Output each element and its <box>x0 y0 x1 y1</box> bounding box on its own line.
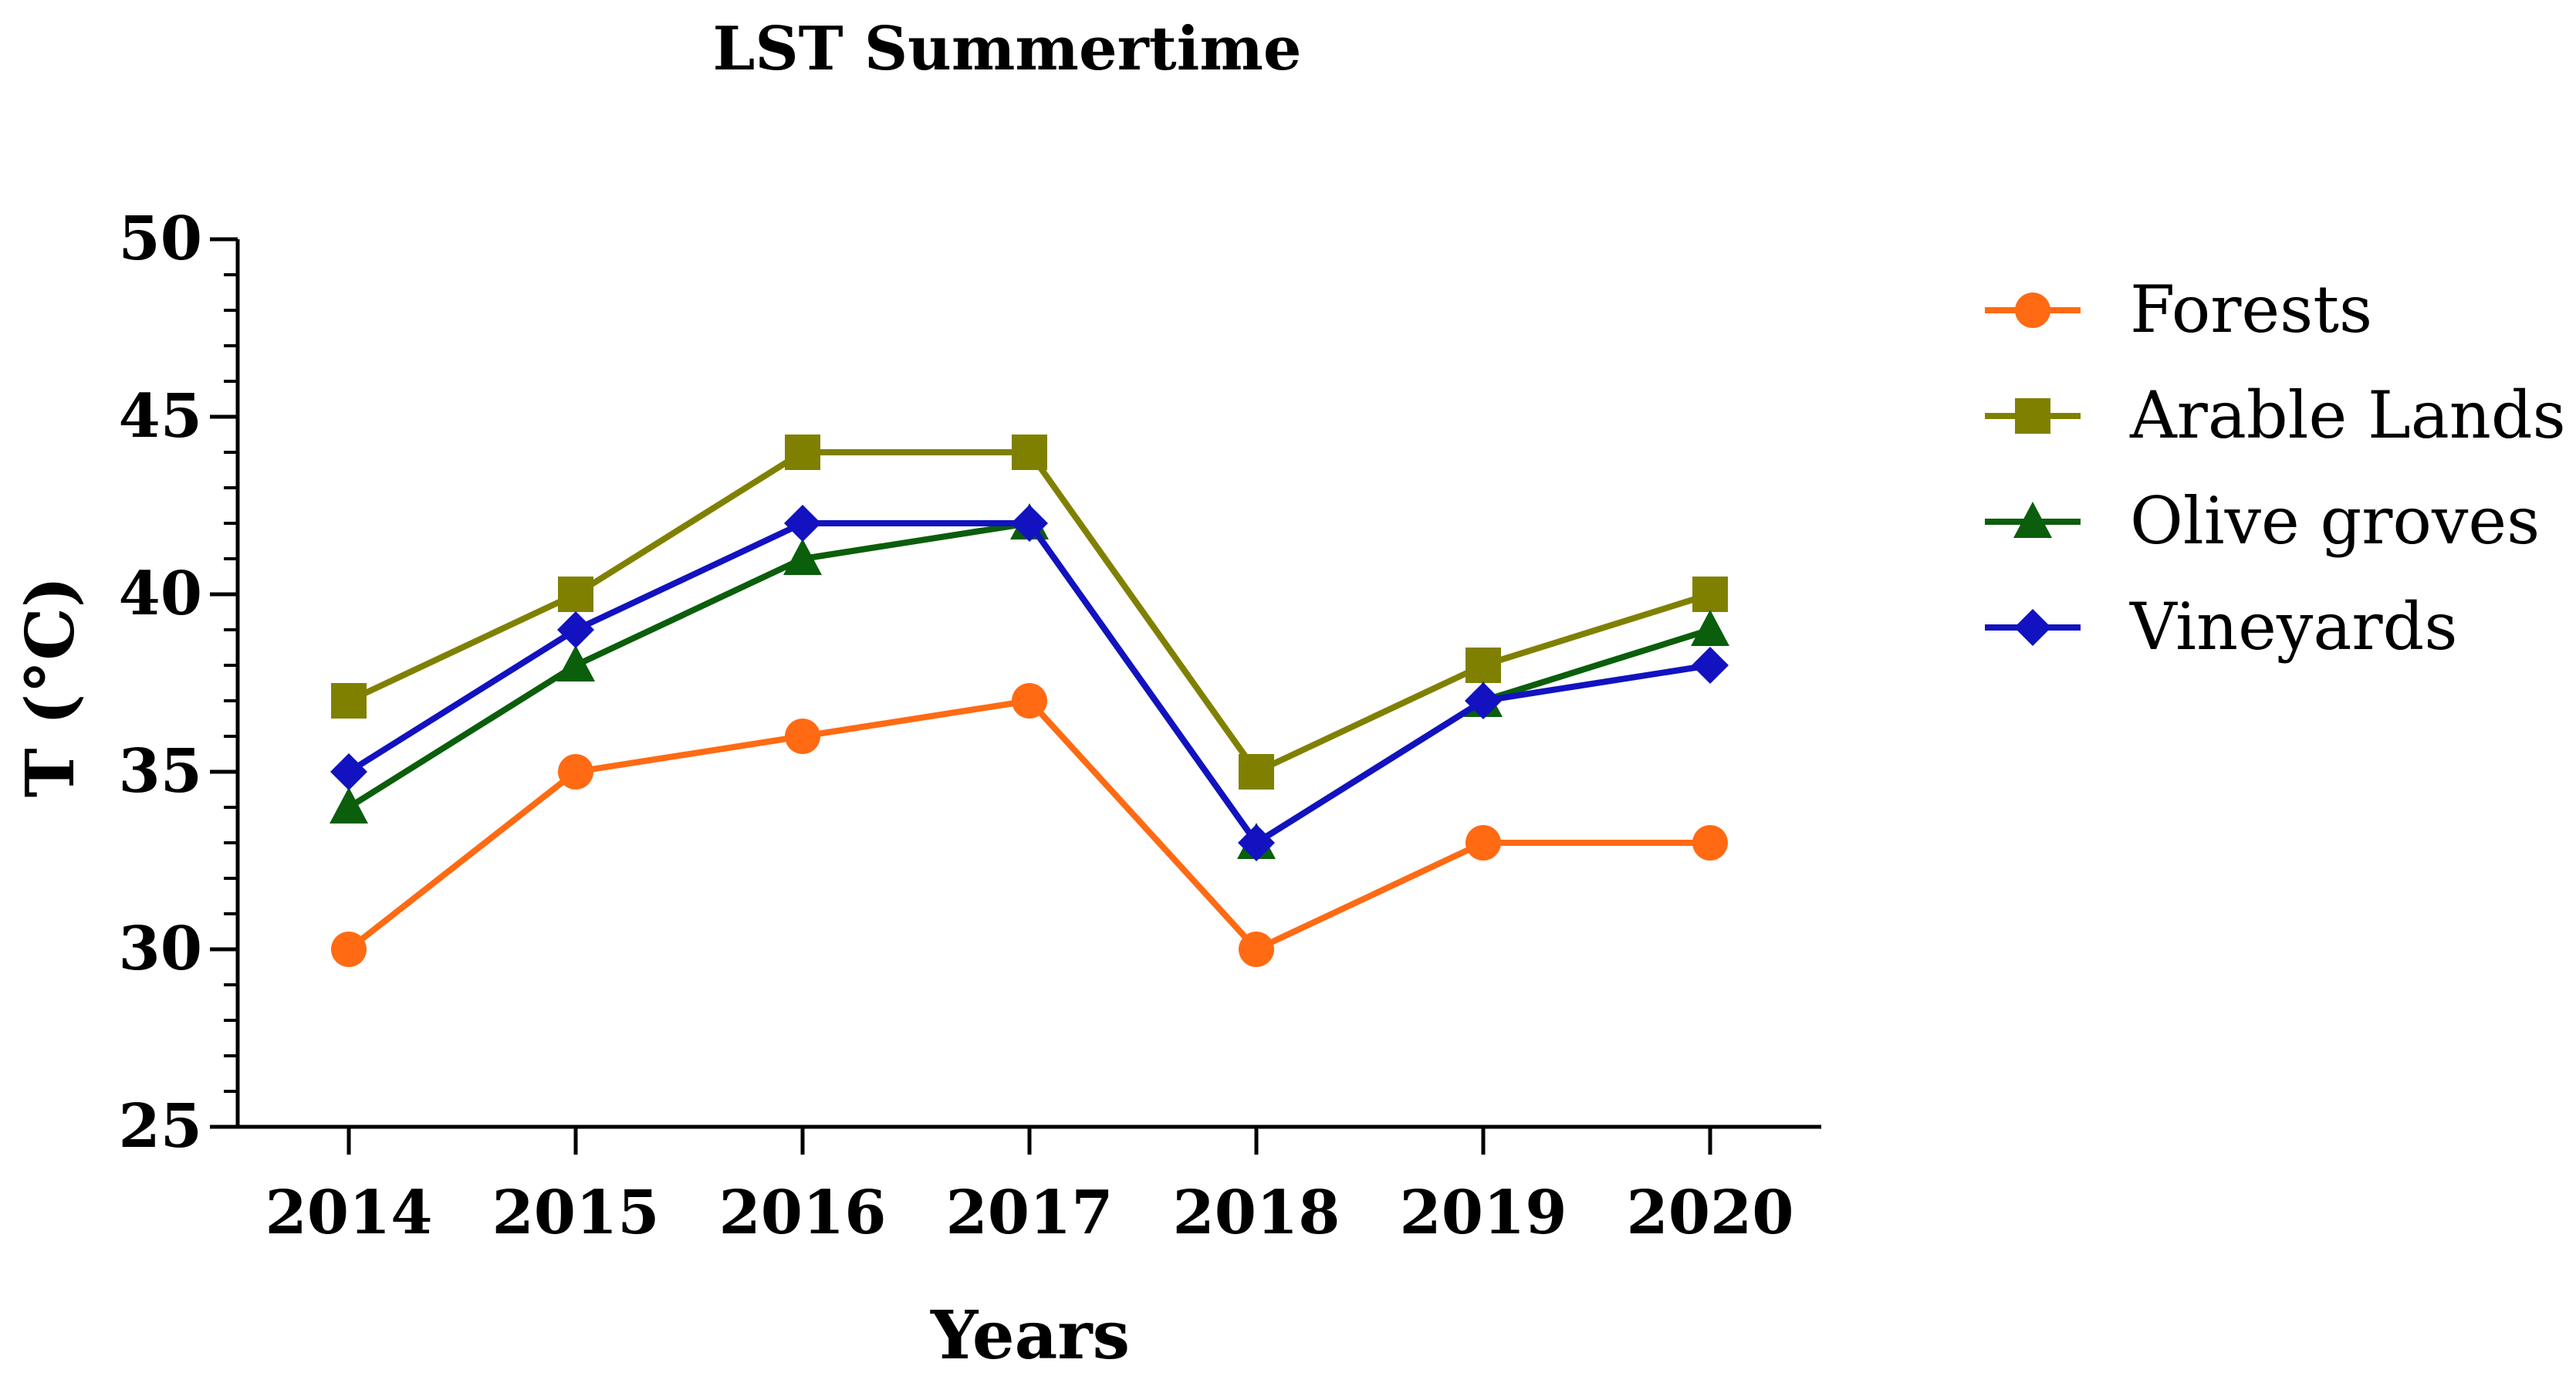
x-tick-label: 2019 <box>1399 1178 1567 1248</box>
data-point <box>785 435 820 470</box>
data-point <box>558 754 593 790</box>
y-tick-label: 30 <box>118 914 202 984</box>
legend-item: Vineyards <box>1985 589 2457 665</box>
x-axis-title: Years <box>930 1297 1130 1375</box>
legend-item: Forests <box>1985 272 2372 347</box>
data-point <box>1239 932 1274 967</box>
x-tick-label: 2018 <box>1172 1178 1340 1248</box>
data-point <box>1465 682 1502 719</box>
chart-title: LST Summertime <box>712 14 1301 84</box>
series-arable-lands <box>331 435 1728 790</box>
data-point <box>1692 647 1729 684</box>
data-point <box>783 539 822 575</box>
legend-item: Arable Lands <box>1985 377 2566 453</box>
data-point <box>331 932 367 967</box>
series-line <box>347 449 1712 775</box>
y-tick-label: 40 <box>118 559 202 629</box>
data-point <box>1238 824 1275 861</box>
data-point <box>1691 610 1729 646</box>
data-point <box>1012 683 1047 719</box>
legend: Forests Arable Lands Olive groves Vineyards <box>1985 272 2566 665</box>
axes: 25 30 35 40 45 50 2014 2015 2016 2017 2018 2019 2020 <box>118 204 1821 1248</box>
data-point <box>330 787 368 824</box>
y-tick-label: 25 <box>118 1091 202 1162</box>
data-point <box>1465 825 1501 861</box>
y-tick-label: 50 <box>118 204 202 274</box>
legend-label: Olive groves <box>2130 483 2540 559</box>
data-point <box>1465 648 1501 683</box>
series-line <box>347 698 1710 952</box>
legend-marker <box>2013 502 2052 538</box>
legend-label: Arable Lands <box>2129 377 2566 453</box>
data-point <box>1011 505 1048 542</box>
y-axis-title: T (°C) <box>12 577 90 798</box>
series-olive-groves <box>330 503 1729 859</box>
x-tick-label: 2016 <box>718 1178 886 1248</box>
data-point <box>785 719 820 754</box>
series-layer <box>330 435 1729 967</box>
series-vineyards <box>330 505 1729 861</box>
legend-marker <box>2015 398 2050 434</box>
data-point <box>1692 825 1728 861</box>
legend-marker <box>2014 609 2051 646</box>
data-point <box>331 683 367 719</box>
legend-label: Forests <box>2130 272 2372 347</box>
x-tick-label: 2017 <box>945 1178 1113 1248</box>
legend-label: Vineyards <box>2129 589 2457 665</box>
data-point <box>558 577 593 612</box>
y-tick-label: 45 <box>118 381 202 451</box>
legend-marker <box>2015 293 2050 328</box>
y-tick-label: 35 <box>118 736 202 807</box>
data-point <box>330 753 367 790</box>
data-point <box>1239 754 1274 790</box>
x-tick-label: 2015 <box>492 1178 659 1248</box>
data-point <box>1012 435 1047 470</box>
data-point <box>784 505 821 542</box>
legend-item: Olive groves <box>1985 483 2540 559</box>
data-point <box>556 645 595 681</box>
data-point <box>557 611 594 648</box>
series-forests <box>331 683 1728 967</box>
x-tick-label: 2020 <box>1626 1178 1793 1248</box>
data-point <box>1692 577 1728 612</box>
x-tick-label: 2014 <box>265 1178 432 1248</box>
